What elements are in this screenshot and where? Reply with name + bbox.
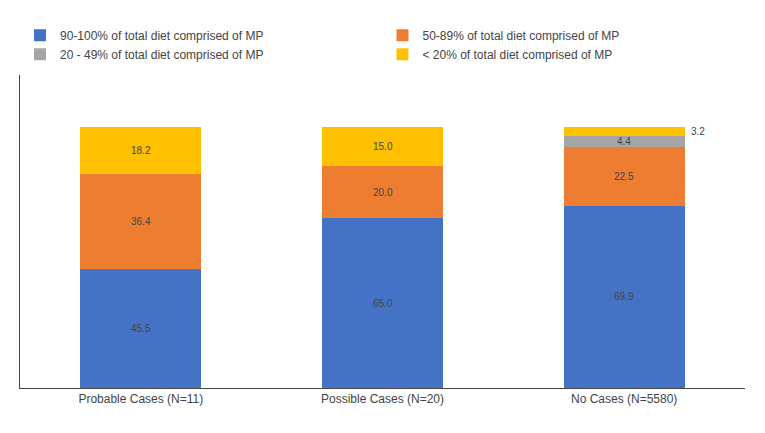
svg-text:3.2: 3.2 — [691, 126, 705, 137]
svg-text:69.9: 69.9 — [614, 291, 634, 302]
svg-text:Possible Cases (N=20): Possible Cases (N=20) — [321, 392, 444, 406]
svg-text:50-89% of total diet comprised: 50-89% of total diet comprised of MP — [423, 29, 620, 43]
svg-text:22.5: 22.5 — [614, 171, 634, 182]
svg-text:65.0: 65.0 — [373, 298, 393, 309]
svg-text:15.0: 15.0 — [373, 141, 393, 152]
svg-text:< 20% of total diet comprised: < 20% of total diet comprised of MP — [423, 48, 613, 62]
svg-text:20.0: 20.0 — [373, 187, 393, 198]
svg-text:18.2: 18.2 — [131, 145, 151, 156]
svg-text:No Cases (N=5580): No Cases (N=5580) — [571, 392, 677, 406]
svg-text:90-100% of total diet comprise: 90-100% of total diet comprised of MP — [60, 29, 263, 43]
svg-text:4.4: 4.4 — [617, 136, 631, 147]
svg-text:45.5: 45.5 — [131, 323, 151, 334]
svg-text:36.4: 36.4 — [131, 216, 151, 227]
svg-text:Probable Cases (N=11): Probable Cases (N=11) — [78, 392, 203, 406]
svg-text:20 - 49% of total diet compris: 20 - 49% of total diet comprised of MP — [60, 48, 263, 62]
